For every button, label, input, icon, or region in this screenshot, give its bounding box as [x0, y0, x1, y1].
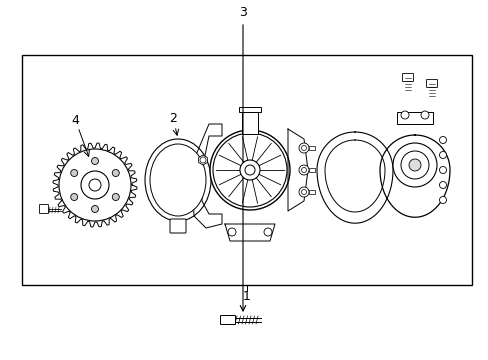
Circle shape	[71, 194, 78, 201]
Circle shape	[209, 130, 289, 210]
Circle shape	[112, 170, 119, 176]
FancyBboxPatch shape	[426, 80, 437, 87]
Circle shape	[91, 158, 98, 165]
Circle shape	[213, 133, 286, 207]
Polygon shape	[224, 224, 274, 241]
Circle shape	[298, 165, 308, 175]
Circle shape	[91, 206, 98, 212]
Ellipse shape	[145, 139, 210, 221]
Circle shape	[227, 228, 236, 236]
Circle shape	[298, 187, 308, 197]
Circle shape	[81, 171, 109, 199]
Circle shape	[301, 167, 306, 172]
Text: 4: 4	[71, 113, 79, 126]
Circle shape	[439, 152, 446, 158]
Bar	[396, 112, 432, 124]
FancyBboxPatch shape	[170, 219, 185, 233]
Polygon shape	[287, 129, 307, 211]
Bar	[308, 168, 314, 172]
Polygon shape	[316, 132, 392, 223]
FancyBboxPatch shape	[40, 204, 48, 213]
Text: 2: 2	[169, 112, 177, 125]
Bar	[308, 146, 314, 150]
Circle shape	[400, 151, 428, 179]
Polygon shape	[379, 135, 449, 217]
Circle shape	[59, 149, 131, 221]
Circle shape	[408, 159, 420, 171]
Polygon shape	[53, 143, 137, 227]
Circle shape	[392, 143, 436, 187]
Text: 1: 1	[243, 291, 250, 303]
Bar	[308, 190, 314, 194]
Circle shape	[439, 166, 446, 174]
Circle shape	[301, 145, 306, 150]
Circle shape	[400, 111, 408, 119]
Circle shape	[240, 160, 260, 180]
Circle shape	[112, 194, 119, 201]
Text: 3: 3	[239, 5, 246, 18]
Circle shape	[71, 170, 78, 176]
Circle shape	[264, 228, 271, 236]
Circle shape	[420, 111, 428, 119]
Circle shape	[298, 143, 308, 153]
Bar	[22, 55, 471, 285]
Circle shape	[439, 136, 446, 144]
Circle shape	[301, 189, 306, 194]
Circle shape	[200, 157, 205, 163]
FancyBboxPatch shape	[402, 73, 413, 81]
FancyBboxPatch shape	[220, 315, 235, 324]
Circle shape	[439, 181, 446, 189]
Polygon shape	[325, 140, 384, 212]
Bar	[239, 107, 261, 112]
Circle shape	[89, 179, 101, 191]
Polygon shape	[192, 124, 222, 228]
Circle shape	[439, 197, 446, 203]
Bar	[242, 112, 258, 134]
Circle shape	[244, 165, 254, 175]
Ellipse shape	[150, 144, 205, 216]
